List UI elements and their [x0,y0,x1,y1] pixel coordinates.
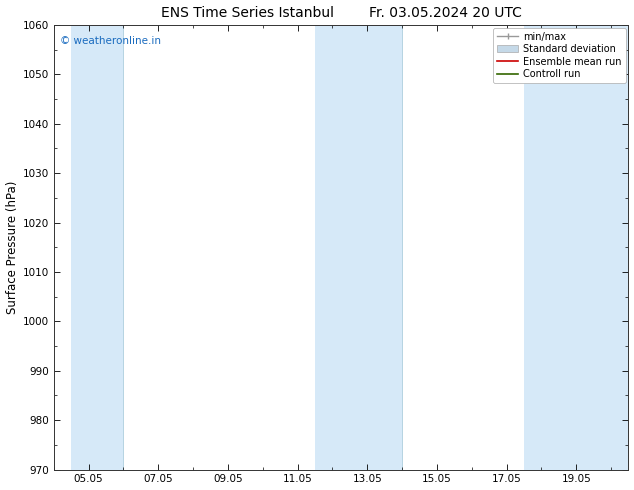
Y-axis label: Surface Pressure (hPa): Surface Pressure (hPa) [6,180,18,314]
Text: © weatheronline.in: © weatheronline.in [60,36,160,46]
Legend: min/max, Standard deviation, Ensemble mean run, Controll run: min/max, Standard deviation, Ensemble me… [493,28,626,83]
Title: ENS Time Series Istanbul        Fr. 03.05.2024 20 UTC: ENS Time Series Istanbul Fr. 03.05.2024 … [160,5,522,20]
Bar [315,25,402,469]
Bar [524,25,628,469]
Bar [71,25,124,469]
